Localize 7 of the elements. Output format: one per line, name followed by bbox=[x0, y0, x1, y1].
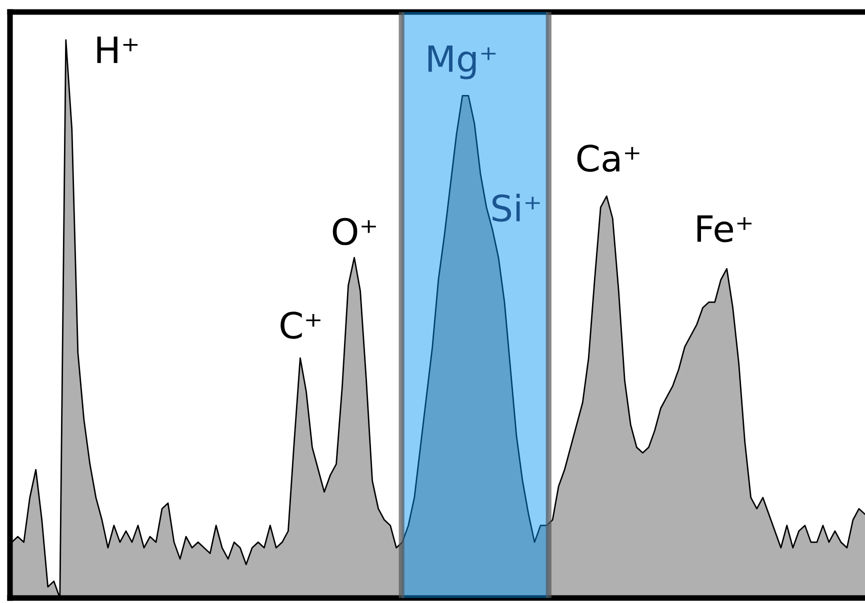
annotation: Ca⁺ bbox=[577, 144, 640, 172]
annotation: Fe⁺ bbox=[697, 215, 752, 242]
annotation: Si⁺ bbox=[492, 194, 540, 222]
annotation: H⁺ bbox=[97, 36, 138, 63]
annotation: O⁺ bbox=[332, 218, 376, 246]
annotation: C⁺ bbox=[280, 312, 320, 339]
annotation: Mg⁺ bbox=[428, 45, 496, 80]
